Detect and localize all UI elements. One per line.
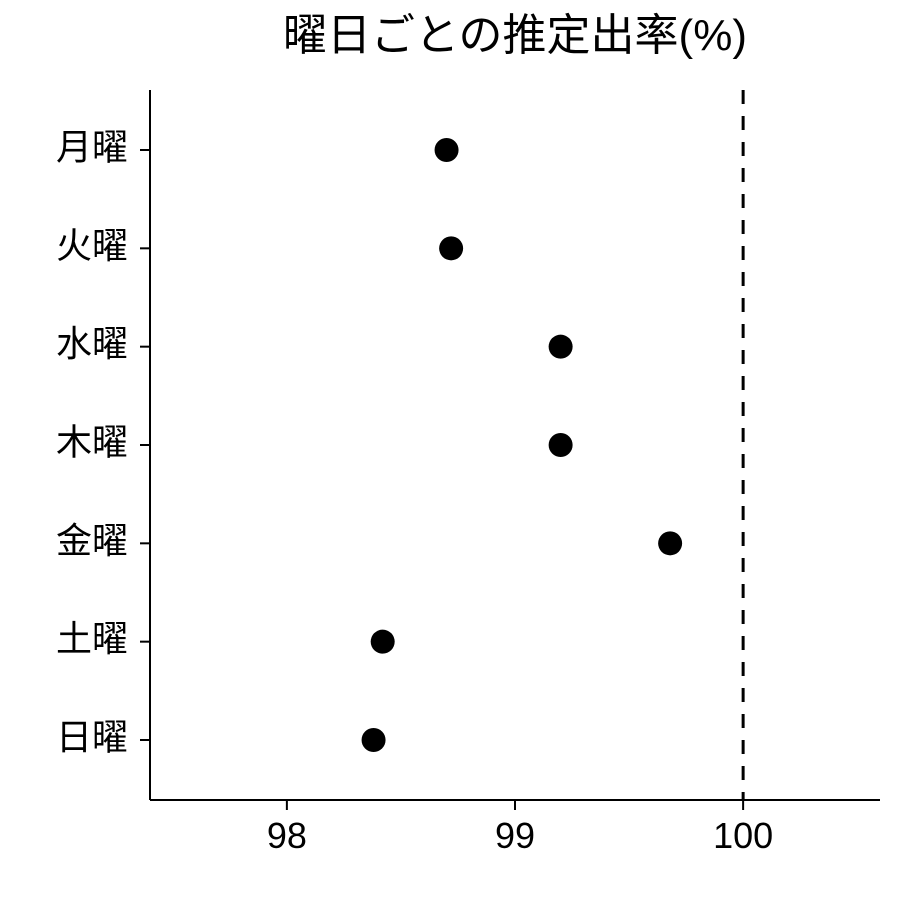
y-tick-label: 月曜 xyxy=(56,127,128,168)
x-tick-label: 99 xyxy=(495,815,535,856)
data-point xyxy=(549,335,573,359)
dot-chart: 曜日ごとの推定出率(%) 月曜火曜水曜木曜金曜土曜日曜 98 99 100 xyxy=(0,0,900,900)
data-point xyxy=(439,236,463,260)
chart-svg: 曜日ごとの推定出率(%) 月曜火曜水曜木曜金曜土曜日曜 98 99 100 xyxy=(0,0,900,900)
y-tick-label: 水曜 xyxy=(56,323,128,364)
data-point xyxy=(362,728,386,752)
chart-title: 曜日ごとの推定出率(%) xyxy=(283,11,747,60)
y-tick-label: 火曜 xyxy=(56,225,128,266)
data-point xyxy=(549,433,573,457)
y-tick-label: 木曜 xyxy=(56,422,128,463)
y-tick-label: 日曜 xyxy=(56,717,128,758)
data-point xyxy=(371,630,395,654)
y-tick-label: 土曜 xyxy=(56,618,128,659)
x-tick-label: 100 xyxy=(713,815,773,856)
x-tick-label: 98 xyxy=(267,815,307,856)
data-point xyxy=(435,138,459,162)
data-point xyxy=(658,531,682,555)
y-tick-label: 金曜 xyxy=(56,520,128,561)
